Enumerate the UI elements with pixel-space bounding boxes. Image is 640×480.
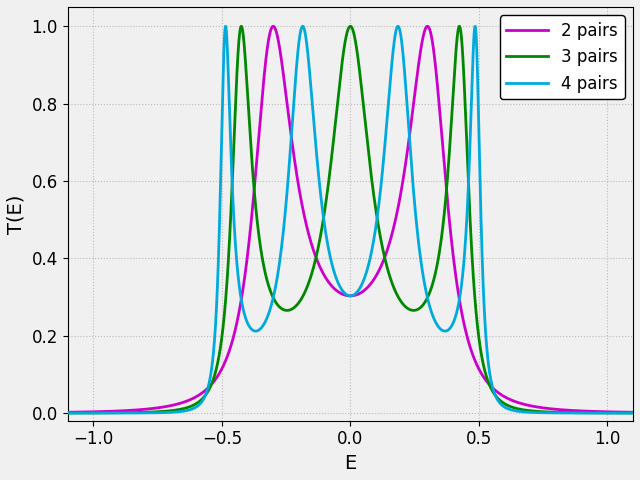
Line: 4 pairs: 4 pairs bbox=[68, 26, 633, 413]
4 pairs bbox=[97, 410, 105, 416]
4 pairs bbox=[184, 408, 192, 413]
3 pairs bbox=[482, 371, 490, 376]
3 pairs bbox=[131, 409, 138, 415]
3 pairs bbox=[64, 410, 72, 416]
4 pairs bbox=[131, 410, 138, 416]
2 pairs bbox=[482, 377, 490, 383]
2 pairs bbox=[131, 407, 138, 413]
Line: 3 pairs: 3 pairs bbox=[68, 26, 633, 413]
3 pairs bbox=[184, 405, 192, 410]
2 pairs bbox=[269, 24, 277, 29]
4 pairs bbox=[629, 410, 637, 416]
4 pairs bbox=[482, 329, 490, 335]
2 pairs bbox=[629, 409, 637, 415]
4 pairs bbox=[317, 199, 325, 205]
Line: 2 pairs: 2 pairs bbox=[68, 26, 633, 412]
3 pairs bbox=[317, 227, 325, 233]
2 pairs bbox=[64, 409, 72, 415]
2 pairs bbox=[97, 409, 105, 415]
3 pairs bbox=[613, 410, 621, 416]
3 pairs bbox=[97, 410, 105, 416]
4 pairs bbox=[299, 24, 307, 29]
2 pairs bbox=[613, 409, 621, 415]
4 pairs bbox=[613, 410, 621, 416]
X-axis label: E: E bbox=[344, 454, 356, 473]
3 pairs bbox=[629, 410, 637, 416]
2 pairs bbox=[184, 398, 192, 404]
Y-axis label: T(E): T(E) bbox=[7, 194, 26, 234]
2 pairs bbox=[317, 267, 325, 273]
4 pairs bbox=[64, 410, 72, 416]
3 pairs bbox=[237, 24, 245, 29]
Legend: 2 pairs, 3 pairs, 4 pairs: 2 pairs, 3 pairs, 4 pairs bbox=[500, 15, 625, 99]
